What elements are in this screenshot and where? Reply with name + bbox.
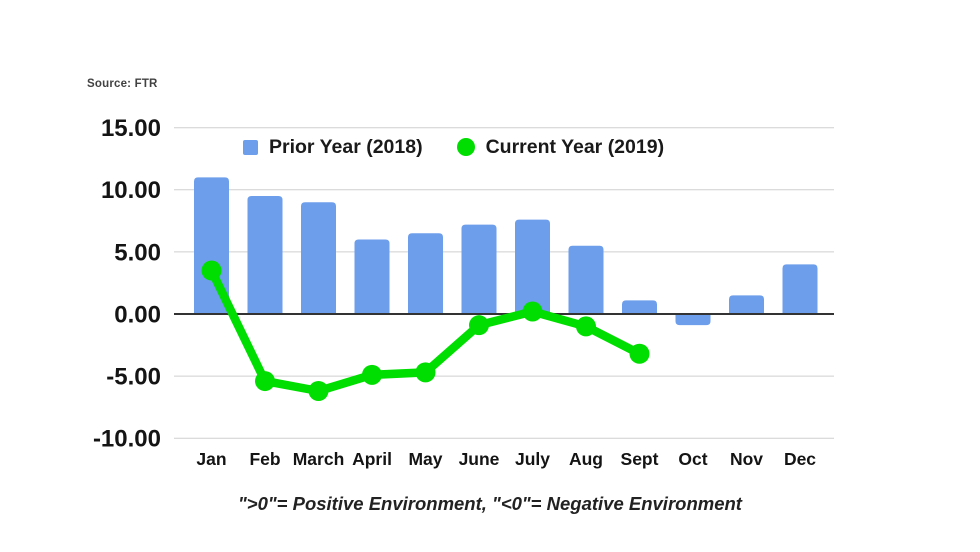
bar-july [515, 219, 550, 314]
point-may [415, 362, 436, 383]
x-label-june: June [459, 449, 500, 469]
x-label-aug: Aug [569, 449, 603, 469]
x-label-dec: Dec [784, 449, 816, 469]
x-label-oct: Oct [678, 449, 707, 469]
x-label-april: April [352, 449, 392, 469]
legend-label-prior-year: Prior Year (2018) [269, 135, 423, 158]
point-jan [201, 260, 222, 281]
y-tick-label-15.00: 15.00 [101, 115, 161, 142]
y-tick-label--5.00: -5.00 [106, 364, 161, 391]
point-feb [255, 371, 275, 392]
bar-aug [568, 245, 604, 314]
bar-may [408, 233, 443, 314]
x-label-march: March [293, 449, 345, 469]
x-label-feb: Feb [249, 449, 280, 469]
bar-oct [675, 314, 711, 326]
legend-item-current-year: Current Year (2019) [456, 135, 665, 159]
legend-item-prior-year: Prior Year (2018) [243, 136, 423, 159]
y-tick-label-10.00: 10.00 [101, 177, 161, 204]
chart-legend: Prior Year (2018) Current Year (2019) [243, 134, 664, 160]
y-tick-label-5.00: 5.00 [114, 239, 161, 266]
legend-label-current-year: Current Year (2019) [485, 135, 665, 158]
bar-feb [247, 196, 283, 314]
source-label: Source: FTR [87, 78, 158, 90]
point-march [308, 381, 329, 402]
point-july [522, 301, 543, 322]
point-april [362, 364, 382, 385]
y-tick-label-0.00: 0.00 [114, 301, 161, 328]
x-label-nov: Nov [730, 449, 763, 469]
bar-sept [622, 300, 657, 314]
chart-caption: ">0"= Positive Environment, "<0"= Negati… [238, 493, 742, 514]
legend-swatch-prior-year-icon [243, 139, 258, 155]
bar-june [461, 224, 497, 314]
bar-march [301, 202, 336, 314]
legend-swatch-current-year-icon [456, 138, 475, 156]
x-label-sept: Sept [621, 449, 659, 469]
point-sept [629, 343, 650, 364]
bar-nov [729, 295, 764, 314]
point-june [469, 315, 489, 336]
x-label-jan: Jan [196, 449, 226, 469]
x-label-may: May [408, 449, 442, 469]
bar-dec [782, 264, 818, 314]
bar-april [354, 239, 390, 314]
point-aug [576, 316, 596, 337]
y-tick-label--10.00: -10.00 [93, 426, 161, 453]
x-label-july: July [515, 449, 550, 469]
